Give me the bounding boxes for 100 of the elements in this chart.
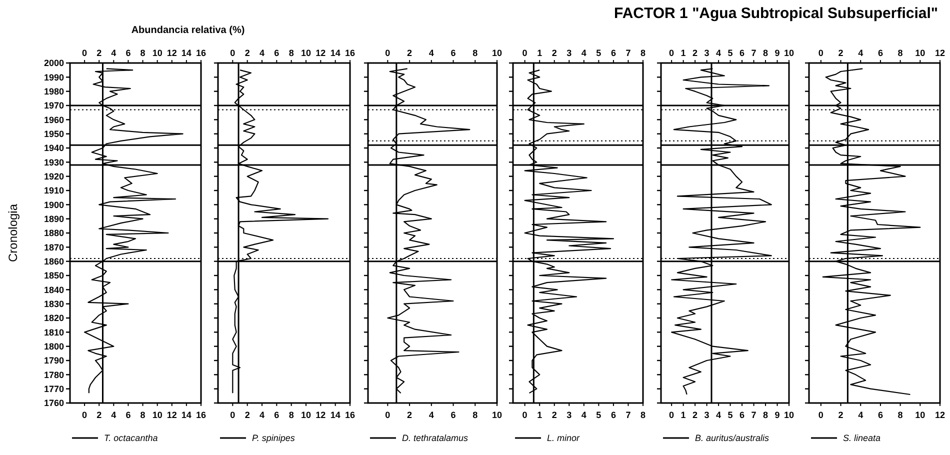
x-tick-label: 0 xyxy=(385,48,390,58)
x2-tick-label: 8 xyxy=(472,410,478,420)
x2-tick-label: 9 xyxy=(774,410,780,420)
x2-tick-label: 6 xyxy=(740,410,745,420)
y-tick-label: 1900 xyxy=(44,200,64,210)
y-tick-label: 1880 xyxy=(44,228,64,238)
y-tick-label: 1940 xyxy=(44,143,64,154)
x-tick-label: 5 xyxy=(728,48,733,58)
x2-tick-label: 6 xyxy=(610,410,616,420)
x-tick-label: 0 xyxy=(230,48,236,58)
x-tick-label: 7 xyxy=(751,48,756,58)
x2-tick-label: 2 xyxy=(838,410,844,420)
y-tick-label: 1770 xyxy=(44,384,64,394)
x2-tick-label: 16 xyxy=(344,410,356,420)
x-tick-label: 0 xyxy=(82,48,88,58)
x2-tick-label: 2 xyxy=(692,410,698,420)
x2-tick-label: 2 xyxy=(552,410,557,420)
x2-tick-label: 6 xyxy=(450,410,456,420)
x2-tick-label: 10 xyxy=(152,410,162,420)
y-tick-label: 1850 xyxy=(44,270,64,281)
x-tick-label: 0 xyxy=(818,48,824,58)
x-tick-label: 12 xyxy=(316,48,326,58)
x2-tick-label: 4 xyxy=(858,410,864,420)
y-tick-label: 1890 xyxy=(44,214,64,224)
x2-tick-label: 10 xyxy=(915,410,926,420)
x2-tick-label: 8 xyxy=(288,410,294,420)
x2-tick-label: 3 xyxy=(566,410,572,420)
y-tick-label: 1990 xyxy=(44,72,64,82)
x-tick-label: 0 xyxy=(522,48,528,58)
x-tick-label: 4 xyxy=(259,48,265,58)
x-tick-label: 9 xyxy=(774,48,780,58)
y-tick-label: 1930 xyxy=(44,157,64,168)
legend-label: S. lineata xyxy=(843,433,881,444)
x-tick-label: 5 xyxy=(596,48,602,58)
y-tick-label: 2000 xyxy=(44,58,64,68)
legend-label: T. octacantha xyxy=(104,433,158,444)
x2-tick-label: 4 xyxy=(428,410,434,420)
x-tick-label: 12 xyxy=(934,48,946,58)
x-tick-label: 16 xyxy=(344,48,356,58)
x2-tick-label: 0 xyxy=(818,410,824,420)
x-tick-label: 14 xyxy=(330,48,340,58)
x-tick-label: 1 xyxy=(680,48,686,58)
y-tick-label: 1760 xyxy=(44,398,64,408)
x2-tick-label: 7 xyxy=(626,410,631,420)
x2-tick-label: 14 xyxy=(181,410,192,420)
x2-tick-label: 12 xyxy=(316,410,326,420)
y-tick-label: 1790 xyxy=(44,356,64,366)
x-tick-label: 2 xyxy=(692,48,698,58)
x-tick-label: 12 xyxy=(166,48,177,58)
x-tick-label: 6 xyxy=(740,48,745,58)
x-tick-label: 10 xyxy=(915,48,926,58)
x-tick-label: 10 xyxy=(152,48,162,58)
legend-label: P. spinipes xyxy=(252,433,296,444)
x-tick-label: 3 xyxy=(566,48,572,58)
x2-tick-label: 10 xyxy=(300,410,312,420)
x2-tick-label: 8 xyxy=(640,410,646,420)
x-tick-label: 8 xyxy=(472,48,478,58)
legend-label: L. minor xyxy=(547,433,581,444)
x2-tick-label: 10 xyxy=(784,410,794,420)
x-tick-label: 3 xyxy=(704,48,710,58)
x2-tick-label: 2 xyxy=(96,410,102,420)
y-tick-label: 1870 xyxy=(44,242,64,252)
x2-tick-label: 7 xyxy=(751,410,756,420)
x-tick-label: 10 xyxy=(492,48,502,58)
x2-tick-label: 4 xyxy=(716,410,722,420)
x-tick-label: 6 xyxy=(274,48,280,58)
x2-tick-label: 5 xyxy=(596,410,602,420)
x-tick-label: 6 xyxy=(450,48,456,58)
x2-axis-title: Abundancia relativa (%) xyxy=(131,25,245,36)
y-tick-label: 1810 xyxy=(44,327,64,338)
x-tick-label: 4 xyxy=(716,48,722,58)
x-tick-label: 2 xyxy=(244,48,250,58)
x2-tick-label: 2 xyxy=(407,410,412,420)
x2-tick-label: 8 xyxy=(763,410,768,420)
x2-tick-label: 10 xyxy=(492,410,502,420)
x2-tick-label: 4 xyxy=(111,410,116,420)
x2-tick-label: 2 xyxy=(244,410,250,420)
x-tick-label: 4 xyxy=(428,48,434,58)
x2-tick-label: 0 xyxy=(230,410,236,420)
x-tick-label: 6 xyxy=(878,48,883,58)
x2-tick-label: 0 xyxy=(669,410,674,420)
x2-tick-label: 1 xyxy=(537,410,542,420)
x2-tick-label: 12 xyxy=(166,410,177,420)
y-tick-label: 1950 xyxy=(44,128,64,139)
x-tick-label: 10 xyxy=(300,48,312,58)
x2-tick-label: 0 xyxy=(522,410,528,420)
x-tick-label: 7 xyxy=(626,48,631,58)
x-tick-label: 8 xyxy=(640,48,646,58)
x-tick-label: 4 xyxy=(581,48,586,58)
y-tick-label: 1920 xyxy=(44,171,64,182)
x-tick-label: 10 xyxy=(784,48,794,58)
y-tick-label: 1820 xyxy=(44,313,64,324)
x2-tick-label: 6 xyxy=(878,410,883,420)
y-tick-label: 1800 xyxy=(44,341,64,352)
y-tick-label: 1780 xyxy=(44,370,64,380)
x-tick-label: 2 xyxy=(552,48,557,58)
x2-tick-label: 6 xyxy=(126,410,131,420)
x-tick-label: 8 xyxy=(140,48,146,58)
y-tick-label: 1970 xyxy=(44,100,64,111)
y-axis-title: Cronologia xyxy=(6,204,20,262)
